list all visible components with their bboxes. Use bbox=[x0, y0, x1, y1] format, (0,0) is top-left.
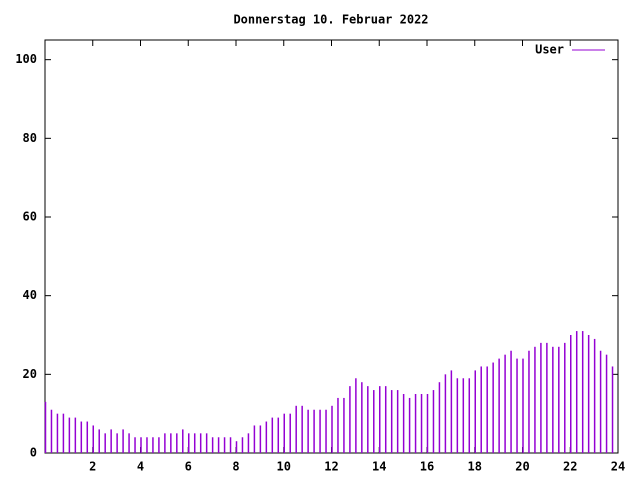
y-tick-label: 100 bbox=[15, 52, 37, 66]
x-tick-label: 16 bbox=[420, 460, 434, 474]
x-tick-label: 14 bbox=[372, 460, 386, 474]
x-tick-label: 4 bbox=[137, 460, 144, 474]
y-tick-label: 60 bbox=[23, 210, 37, 224]
x-tick-label: 20 bbox=[515, 460, 529, 474]
x-tick-label: 12 bbox=[324, 460, 338, 474]
x-tick-label: 6 bbox=[185, 460, 192, 474]
chart-title: Donnerstag 10. Februar 2022 bbox=[233, 13, 428, 27]
legend-label: User bbox=[535, 43, 564, 57]
x-tick-label: 24 bbox=[611, 460, 625, 474]
y-tick-label: 80 bbox=[23, 131, 37, 145]
x-tick-label: 22 bbox=[563, 460, 577, 474]
x-tick-label: 8 bbox=[232, 460, 239, 474]
y-tick-label: 20 bbox=[23, 367, 37, 381]
x-tick-label: 18 bbox=[468, 460, 482, 474]
x-tick-label: 10 bbox=[277, 460, 291, 474]
y-tick-label: 40 bbox=[23, 288, 37, 302]
x-tick-label: 2 bbox=[89, 460, 96, 474]
y-tick-label: 0 bbox=[30, 446, 37, 460]
